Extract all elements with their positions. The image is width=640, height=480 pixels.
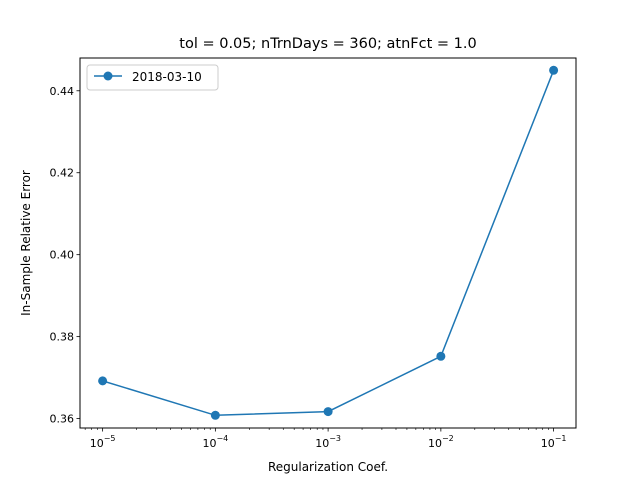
chart-title: tol = 0.05; nTrnDays = 360; atnFct = 1.0: [179, 36, 476, 52]
data-point: [436, 351, 446, 361]
data-point: [98, 376, 108, 386]
y-axis: 0.36 0.38 0.40 0.42 0.44: [50, 85, 80, 426]
data-point: [210, 410, 220, 420]
legend-label: 2018-03-10: [132, 70, 202, 84]
data-point: [549, 65, 559, 75]
x-axis: 10−5 10−4 10−3 10−2 10−1: [84, 428, 567, 450]
y-tick-label: 0.40: [50, 249, 75, 262]
x-tick-label: 10−2: [428, 434, 454, 450]
y-tick-label: 0.36: [50, 413, 75, 426]
x-tick-label: 10−5: [90, 434, 116, 450]
y-tick-label: 0.38: [50, 331, 75, 344]
x-tick-label: 10−3: [315, 434, 341, 450]
data-point: [323, 407, 333, 417]
series-layer: [98, 65, 559, 420]
legend-marker: [103, 71, 113, 81]
x-axis-label: Regularization Coef.: [268, 460, 388, 474]
y-tick-label: 0.42: [50, 167, 75, 180]
legend: 2018-03-10: [86, 64, 219, 91]
plot-area: [80, 58, 576, 428]
y-tick-label: 0.44: [50, 85, 75, 98]
y-axis-label: In-Sample Relative Error: [19, 170, 33, 316]
x-tick-label: 10−4: [202, 434, 228, 450]
plot-frame: [79, 57, 577, 429]
x-tick-label: 10−1: [541, 434, 567, 450]
legend-box: [86, 64, 219, 91]
